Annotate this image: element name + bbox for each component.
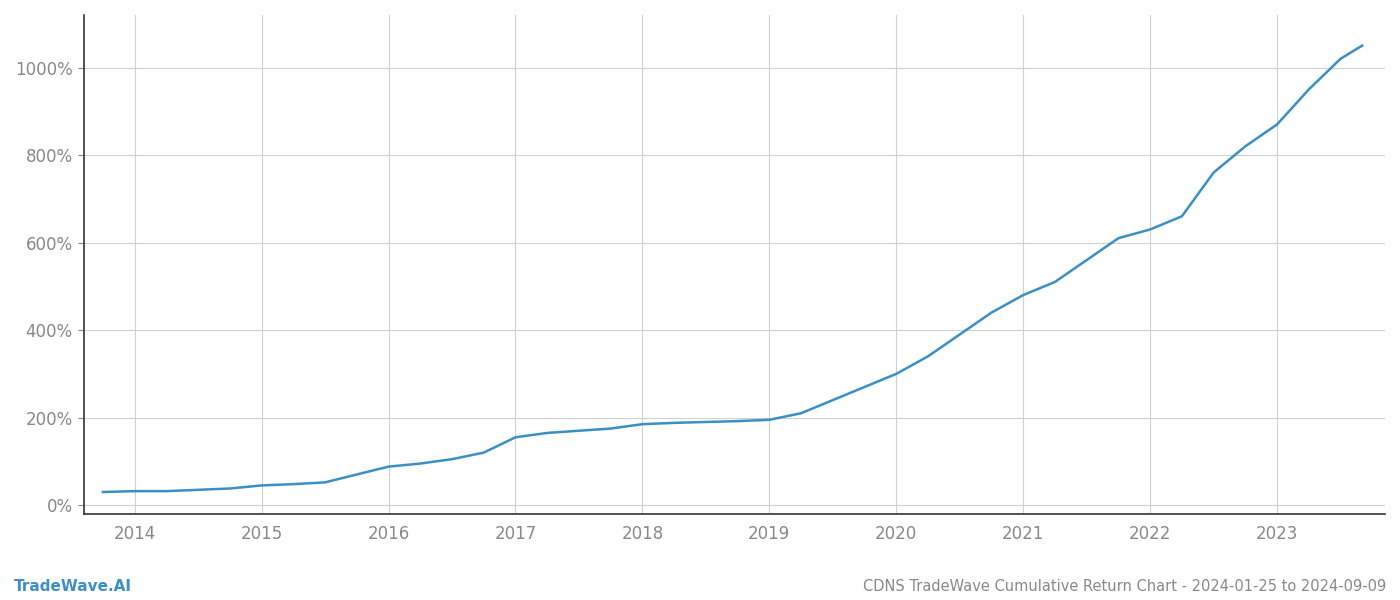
Text: CDNS TradeWave Cumulative Return Chart - 2024-01-25 to 2024-09-09: CDNS TradeWave Cumulative Return Chart -…: [862, 579, 1386, 594]
Text: TradeWave.AI: TradeWave.AI: [14, 579, 132, 594]
